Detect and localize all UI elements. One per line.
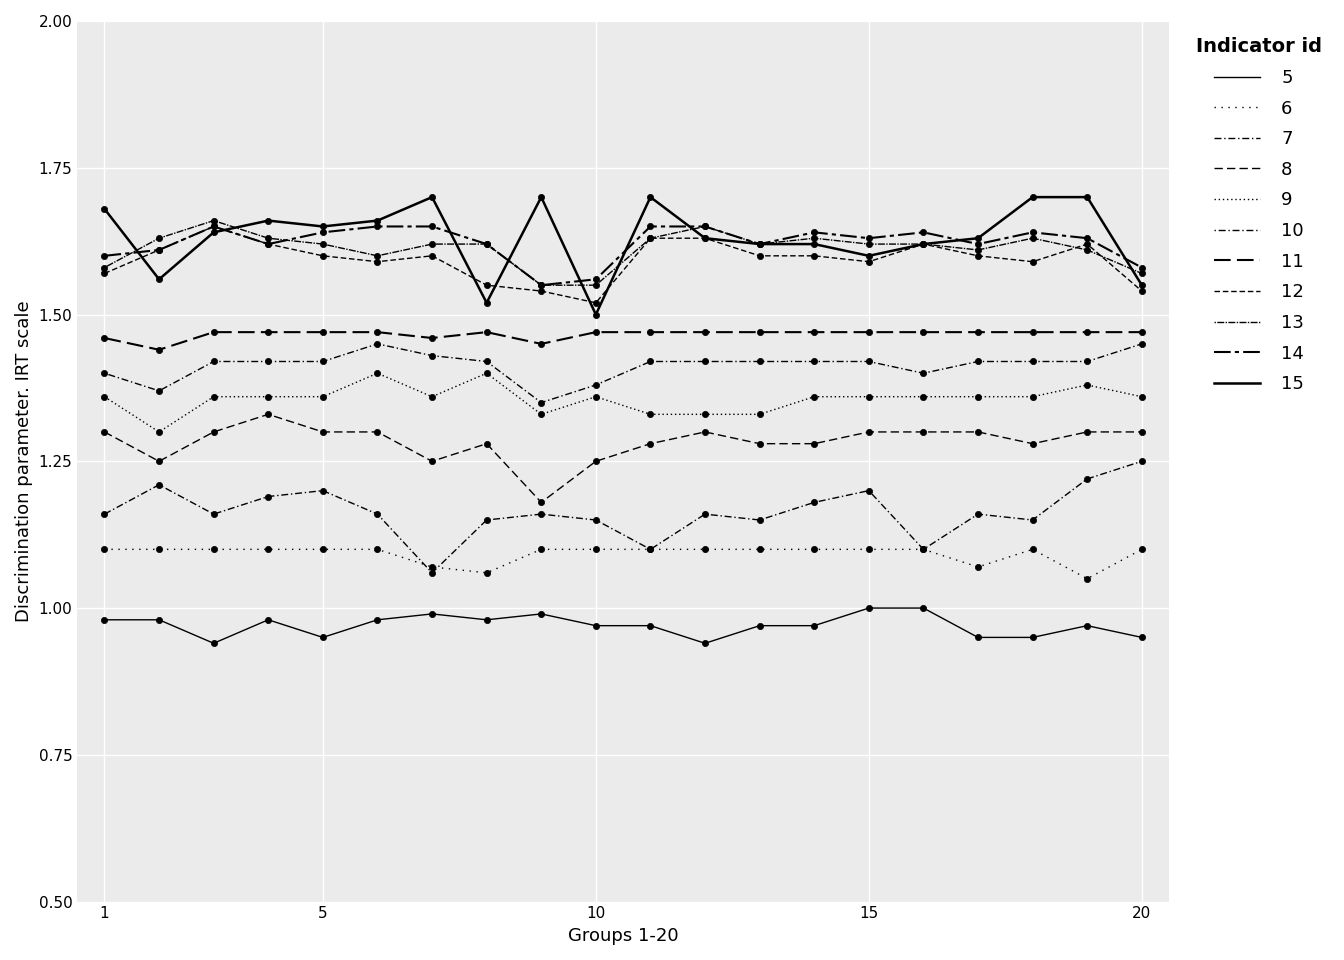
Y-axis label: Discrimination parameter. IRT scale: Discrimination parameter. IRT scale <box>15 300 34 622</box>
Legend: 5, 6, 7, 8, 9, 10, 11, 12, 13, 14, 15: 5, 6, 7, 8, 9, 10, 11, 12, 13, 14, 15 <box>1189 30 1329 400</box>
X-axis label: Groups 1-20: Groups 1-20 <box>567 927 679 945</box>
